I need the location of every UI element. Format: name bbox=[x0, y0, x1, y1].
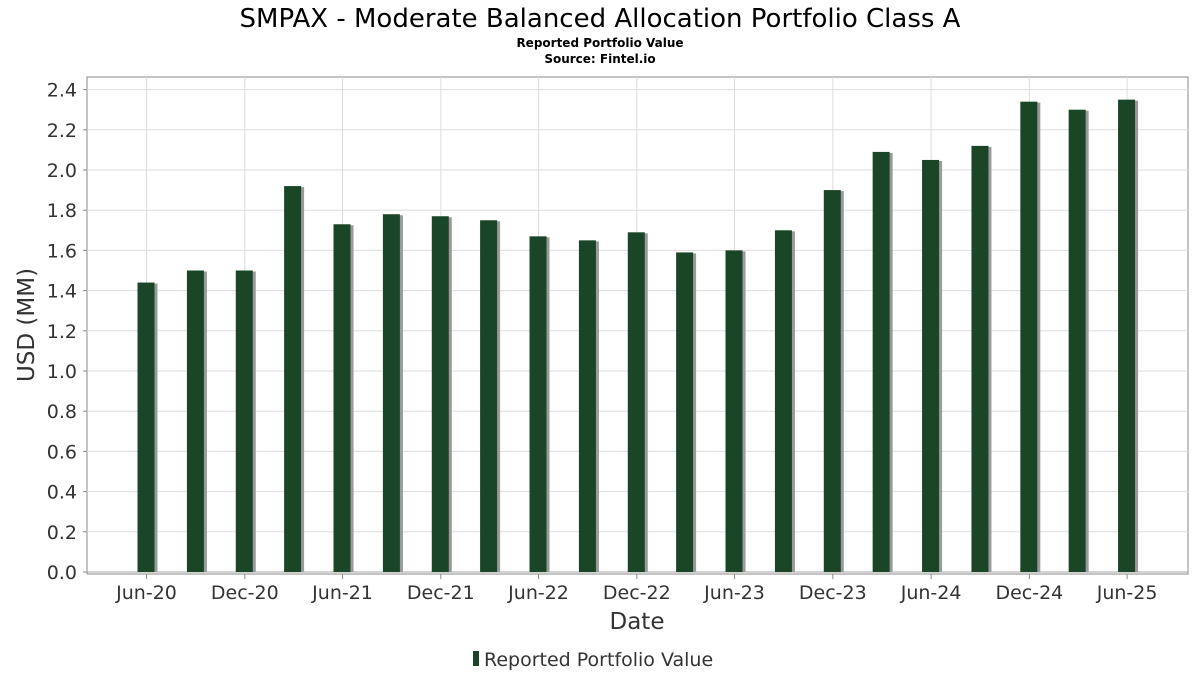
x-tick-label: Jun-23 bbox=[703, 582, 765, 604]
bar bbox=[971, 145, 989, 572]
bar bbox=[382, 214, 400, 572]
bar bbox=[922, 159, 940, 572]
x-tick-label: Dec-23 bbox=[799, 582, 867, 604]
y-tick-label: 1.0 bbox=[47, 361, 77, 383]
bar bbox=[480, 220, 498, 572]
x-tick-label: Jun-20 bbox=[115, 582, 177, 604]
bar bbox=[627, 232, 645, 572]
y-tick-label: 1.4 bbox=[47, 281, 77, 303]
bar bbox=[284, 186, 302, 572]
y-tick-label: 0.2 bbox=[47, 522, 77, 544]
y-tick-label: 0.8 bbox=[47, 401, 77, 423]
bar bbox=[529, 236, 547, 572]
x-tick-label: Jun-21 bbox=[311, 582, 373, 604]
legend-label: Reported Portfolio Value bbox=[484, 649, 713, 671]
bar bbox=[1068, 109, 1086, 572]
bar bbox=[823, 190, 841, 572]
bar bbox=[431, 216, 449, 573]
y-tick-label: 1.2 bbox=[47, 321, 77, 343]
y-tick-label: 1.6 bbox=[47, 240, 77, 262]
bar bbox=[725, 250, 743, 572]
y-axis: 0.0 0.2 0.4 0.6 0.8 1.0 1.2 1.4 1.6 1.8 2.0 2.2 2.4 bbox=[47, 80, 87, 584]
bar bbox=[578, 240, 596, 572]
x-tick-label: Dec-22 bbox=[603, 582, 671, 604]
y-tick-label: 0.4 bbox=[47, 482, 77, 504]
chart-title: SMPAX - Moderate Balanced Allocation Por… bbox=[240, 4, 961, 34]
bar bbox=[676, 252, 694, 572]
bar bbox=[235, 270, 253, 572]
bar bbox=[774, 230, 792, 573]
x-tick-label: Jun-24 bbox=[900, 582, 962, 604]
x-tick-label: Dec-20 bbox=[211, 582, 279, 604]
y-axis-label: USD (MM) bbox=[14, 268, 40, 382]
x-tick-label: Dec-21 bbox=[407, 582, 475, 604]
bar bbox=[137, 282, 155, 572]
x-tick-label: Jun-22 bbox=[507, 582, 569, 604]
y-tick-label: 2.4 bbox=[47, 80, 77, 102]
y-tick-label: 0.0 bbox=[47, 562, 77, 584]
y-tick-label: 2.2 bbox=[47, 120, 77, 142]
x-tick-label: Dec-24 bbox=[995, 582, 1063, 604]
bar bbox=[333, 224, 351, 572]
chart-subtitle: Reported Portfolio Value bbox=[516, 36, 683, 50]
bars bbox=[87, 99, 1188, 573]
x-axis-label: Date bbox=[610, 609, 665, 635]
legend-swatch bbox=[473, 651, 479, 666]
x-axis: Jun-20 Dec-20 Jun-21 Dec-21 Jun-22 Dec-22 Jun-… bbox=[115, 574, 1157, 604]
y-tick-label: 0.6 bbox=[47, 441, 77, 463]
bar bbox=[1118, 99, 1136, 573]
chart-source: Source: Fintel.io bbox=[544, 52, 655, 66]
bar bbox=[186, 270, 204, 572]
bar bbox=[872, 151, 890, 572]
y-tick-label: 1.8 bbox=[47, 200, 77, 222]
bar bbox=[1020, 101, 1038, 572]
y-tick-label: 2.0 bbox=[47, 160, 77, 182]
x-tick-label: Jun-25 bbox=[1096, 582, 1158, 604]
